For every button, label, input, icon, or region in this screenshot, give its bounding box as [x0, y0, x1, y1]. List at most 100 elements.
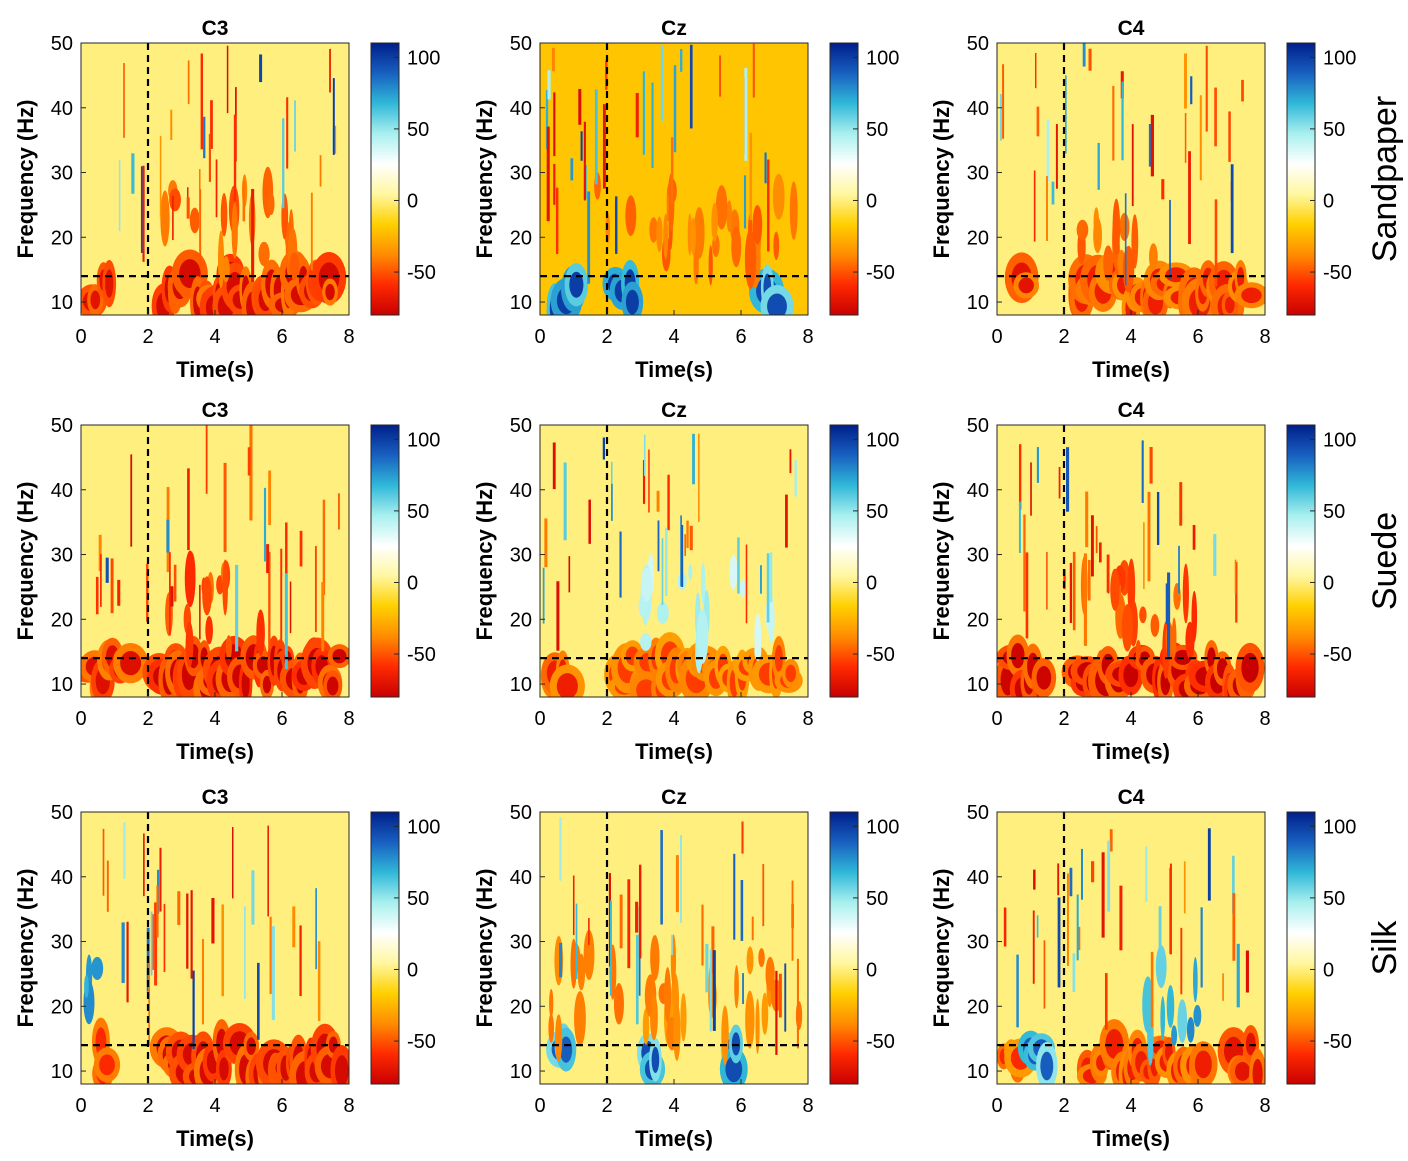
- hf-streak: [143, 833, 145, 897]
- hf-streak: [743, 175, 747, 229]
- y-axis-label: Frequency (Hz): [929, 482, 954, 641]
- hf-streak: [1150, 114, 1154, 177]
- hf-streak: [1046, 552, 1048, 610]
- panel-title: Cz: [661, 786, 687, 809]
- hf-streak: [1169, 199, 1171, 279]
- beta-blob: [549, 988, 554, 1018]
- hf-streak: [741, 821, 744, 854]
- x-tick-label: 2: [142, 1095, 153, 1117]
- hf-streak: [1124, 193, 1127, 286]
- colorbar-tick-label: -50: [866, 644, 895, 666]
- hf-streak: [587, 191, 591, 284]
- hf-streak: [1234, 559, 1237, 594]
- row-label-silk: Silk: [1366, 920, 1404, 976]
- hf-streak: [575, 903, 578, 980]
- x-tick-label: 0: [534, 708, 545, 730]
- x-axis-label: Time(s): [176, 1126, 254, 1151]
- beta-blob: [555, 1014, 563, 1062]
- hf-streak: [211, 897, 215, 944]
- hf-streak: [1065, 447, 1070, 512]
- beta-blob: [1182, 563, 1189, 624]
- hf-streak: [1150, 951, 1154, 1028]
- hf-streak: [1106, 554, 1110, 593]
- hf-streak: [1095, 526, 1098, 554]
- x-tick-label: 8: [1259, 326, 1270, 348]
- hf-streak: [1214, 199, 1218, 287]
- hf-streak: [1121, 81, 1124, 161]
- hf-streak: [1082, 43, 1086, 67]
- hf-streak: [203, 116, 206, 159]
- hf-streak: [215, 159, 218, 218]
- hf-streak: [555, 187, 559, 255]
- hf-streak: [233, 114, 237, 202]
- beta-blob: [673, 1002, 681, 1061]
- colorbar-tick-label: 0: [407, 190, 418, 212]
- hf-streak: [314, 546, 317, 632]
- colorbar-tick-label: 100: [1323, 816, 1356, 838]
- colorbar-tick-label: 0: [1323, 959, 1334, 981]
- colorbar-tick-label: 0: [1323, 572, 1334, 594]
- hf-streak: [208, 133, 211, 182]
- x-tick-label: 8: [802, 326, 813, 348]
- alpha-blob: [1011, 642, 1025, 669]
- hf-streak: [332, 78, 335, 155]
- panel-sandpaper-c4: 0 2 4 6 8 10 20 30 40 50 C4 Time(s) Frequency (Hz) 10…: [929, 17, 1356, 382]
- hf-streak: [95, 576, 99, 615]
- hf-streak: [556, 581, 560, 651]
- panel-silk-c4: 0 2 4 6 8 10 20 30 40 50 C4 Time(s) Frequency (Hz) 10…: [929, 786, 1356, 1151]
- hf-streak: [198, 169, 201, 251]
- hf-streak: [648, 449, 650, 513]
- x-tick-label: 6: [735, 1095, 746, 1117]
- colorbar-tick-label: 100: [407, 816, 440, 838]
- colorbar: [370, 424, 400, 698]
- hf-streak: [740, 880, 744, 941]
- y-tick-label: 50: [510, 802, 532, 824]
- hf-streak: [680, 835, 682, 923]
- beta-blob: [772, 173, 785, 220]
- beta-blob: [734, 965, 739, 1009]
- panel-title: C3: [202, 786, 229, 809]
- hf-streak: [563, 462, 567, 541]
- beta-blob: [1110, 568, 1120, 611]
- hf-streak: [244, 906, 246, 999]
- x-tick-label: 4: [1125, 708, 1136, 730]
- alpha-blob: [725, 1056, 743, 1083]
- beta-blob: [548, 1013, 554, 1043]
- hf-streak: [1051, 181, 1055, 205]
- colorbar-tick-label: 0: [866, 572, 877, 594]
- alpha-blob: [219, 1057, 229, 1081]
- hf-streak: [1131, 124, 1134, 207]
- x-tick-label: 6: [276, 326, 287, 348]
- hf-streak: [764, 152, 767, 184]
- hf-streak: [588, 918, 590, 945]
- colorbar-tick-label: 100: [407, 47, 440, 69]
- hf-streak: [689, 525, 693, 551]
- heatmap-marks: [540, 433, 803, 697]
- alpha-blob: [105, 269, 114, 298]
- colorbar: [829, 424, 859, 698]
- alpha-blob: [332, 648, 347, 664]
- panel-title: C4: [1118, 786, 1145, 809]
- hf-streak: [1036, 106, 1040, 137]
- beta-blob: [231, 202, 238, 259]
- hf-streak: [709, 949, 712, 1032]
- hf-streak: [200, 53, 204, 150]
- hf-streak: [1069, 562, 1073, 623]
- y-tick-label: 50: [510, 415, 532, 437]
- x-tick-label: 8: [343, 326, 354, 348]
- colorbar-tick-label: -50: [866, 1031, 895, 1053]
- alpha-blob: [99, 1054, 115, 1076]
- hf-streak: [751, 916, 754, 941]
- hf-streak: [210, 100, 213, 149]
- colorbar-tick-label: -50: [407, 262, 436, 284]
- colorbar-tick-label: 50: [866, 119, 888, 141]
- alpha-blob: [636, 679, 656, 697]
- y-tick-label: 40: [967, 98, 989, 120]
- colorbar-tick-label: -50: [1323, 262, 1352, 284]
- hf-streak: [1099, 542, 1102, 563]
- colorbar-tick-label: 100: [1323, 47, 1356, 69]
- hf-streak: [1141, 440, 1144, 503]
- beta-blob: [1171, 1025, 1178, 1047]
- hf-streak: [1104, 973, 1108, 1030]
- hf-streak: [1091, 861, 1095, 883]
